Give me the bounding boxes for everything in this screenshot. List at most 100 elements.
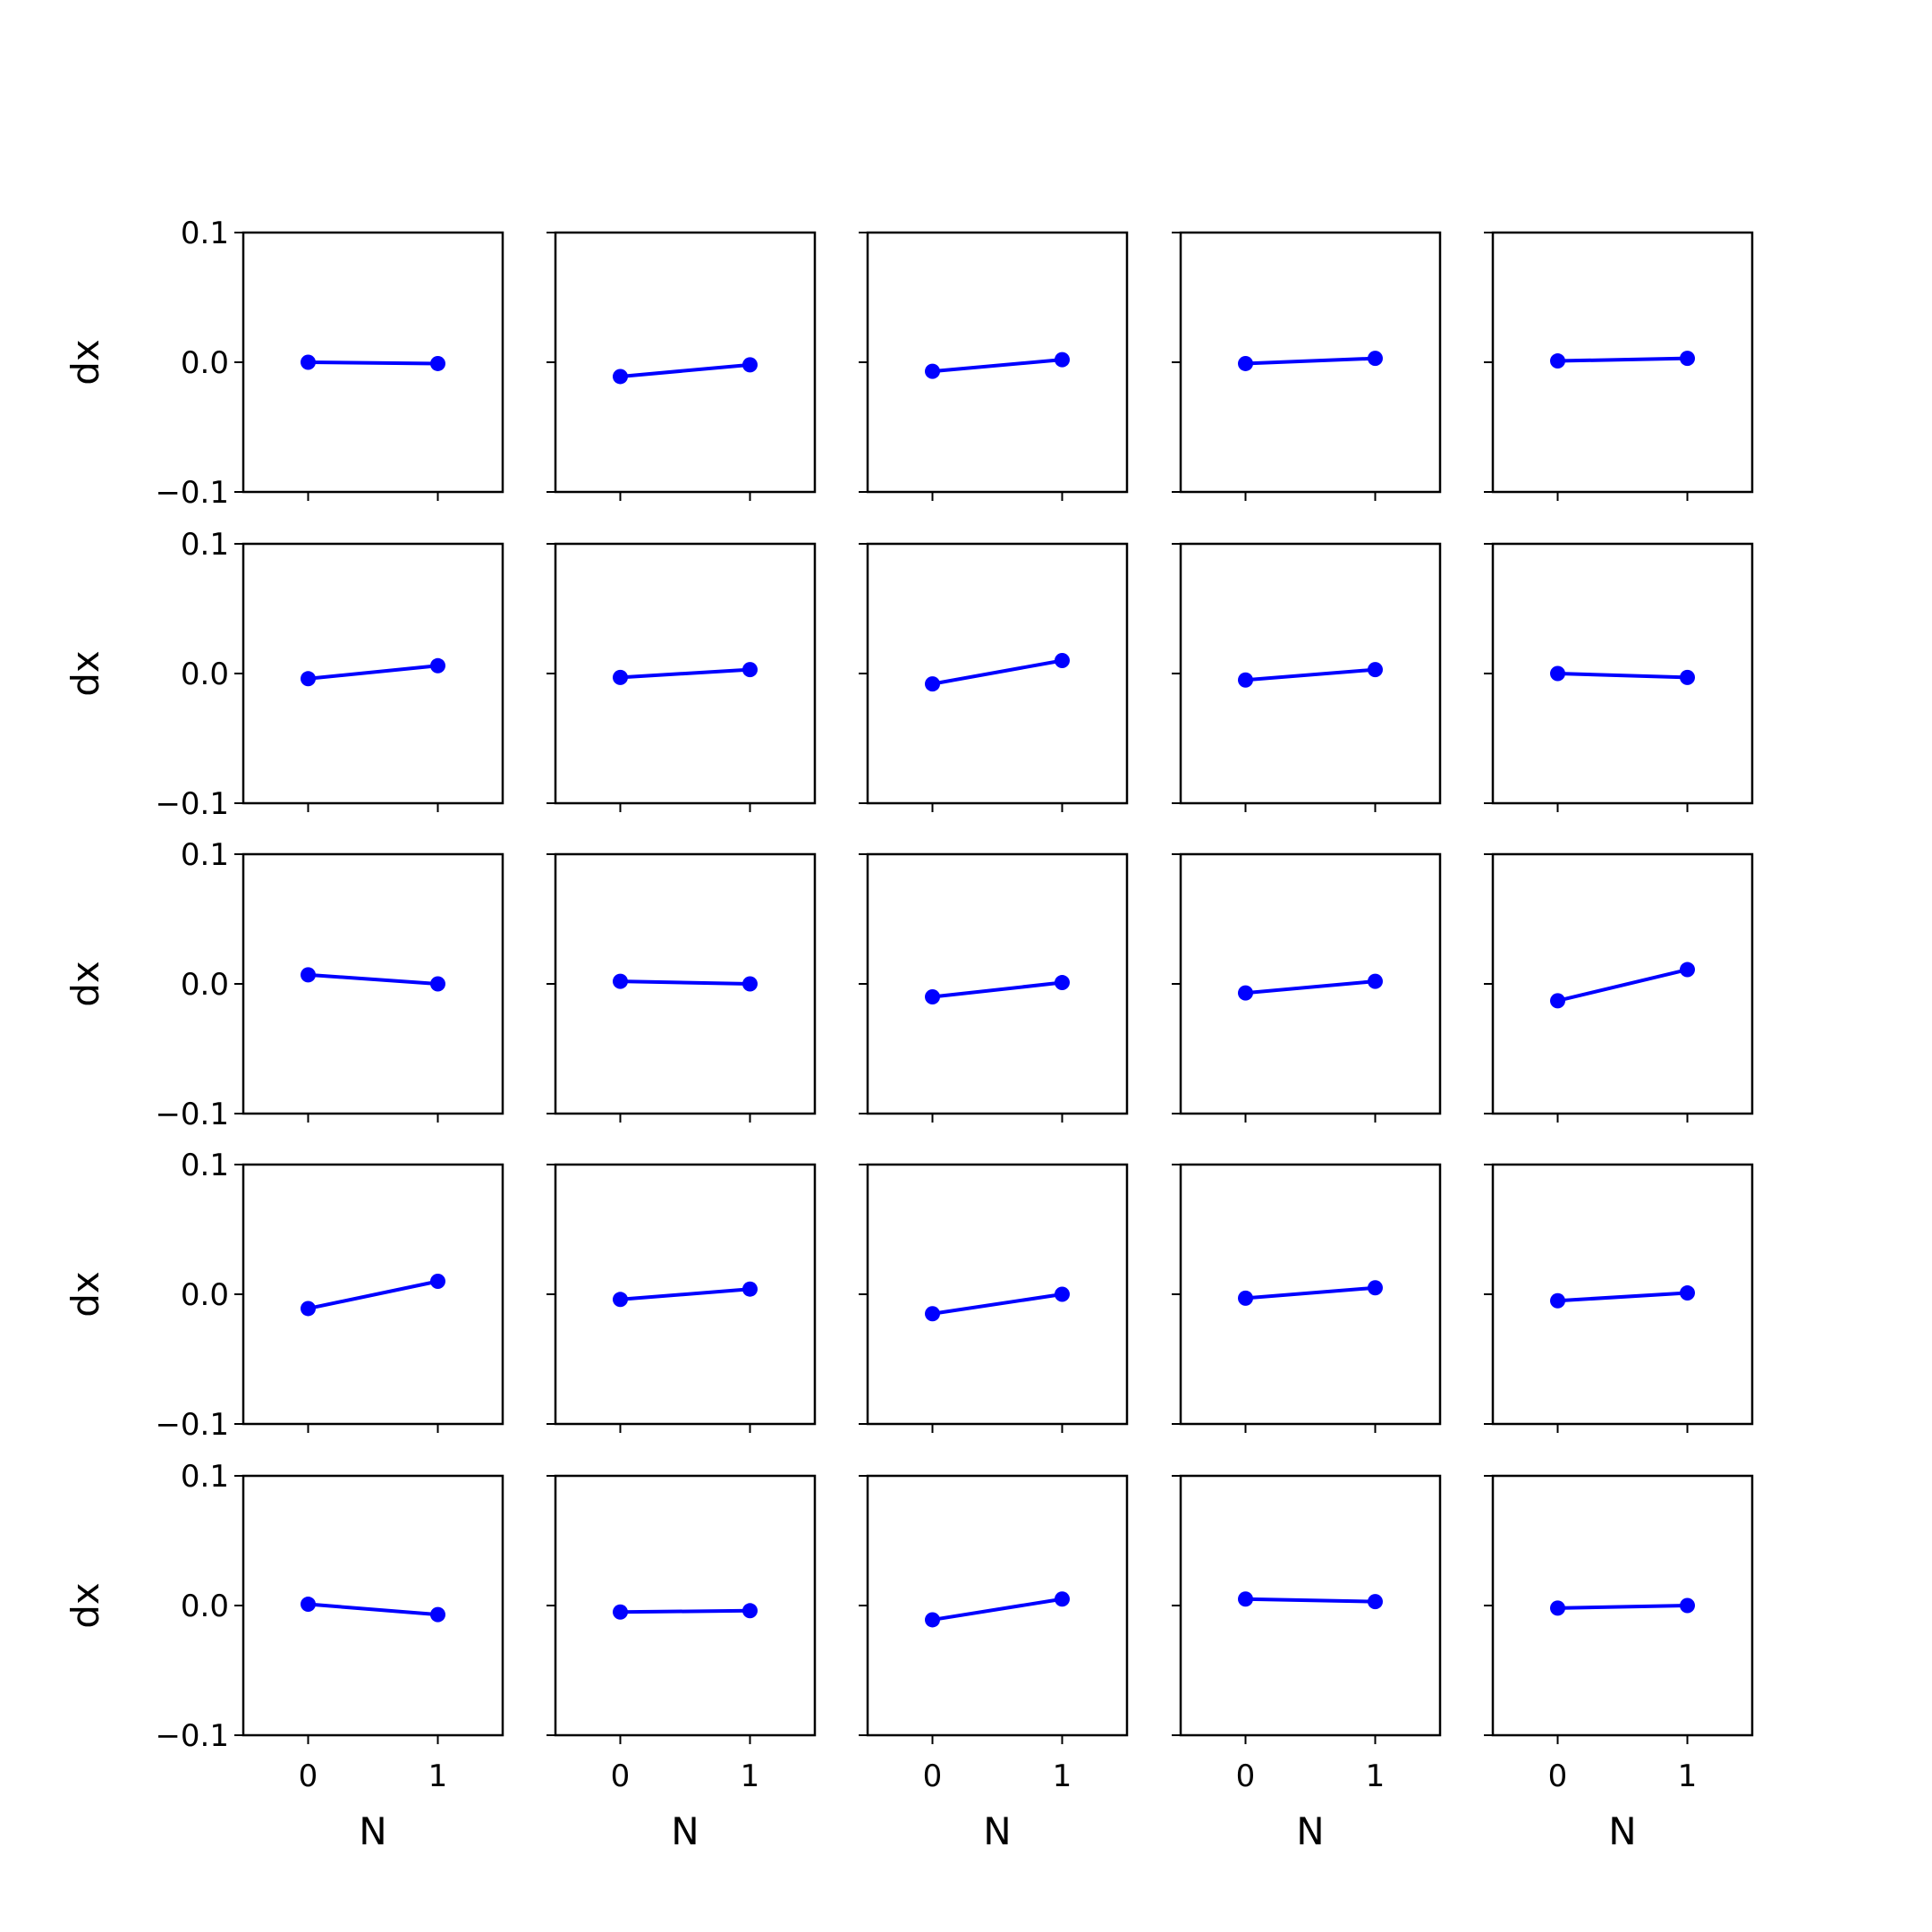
- y-axis-label: dx: [64, 961, 107, 1007]
- x-tick-label: 1: [1366, 1758, 1385, 1794]
- axes-frame: [242, 231, 504, 494]
- axes-frame: [1491, 1474, 1754, 1737]
- data-point: [613, 973, 628, 989]
- subplot-r1-c5: [1484, 231, 1754, 501]
- data-point: [1550, 1600, 1565, 1616]
- y-axis-label: dx: [64, 1582, 107, 1629]
- data-point: [430, 657, 445, 674]
- axes-frame: [866, 542, 1129, 805]
- subplot-r1-c3: [859, 231, 1129, 501]
- axes-frame: [242, 1474, 504, 1737]
- axes-frame: [554, 1474, 817, 1737]
- data-point: [1238, 672, 1253, 688]
- series-line: [932, 1292, 1063, 1316]
- series-line: [1245, 356, 1376, 366]
- x-tick-label: 1: [1053, 1758, 1072, 1794]
- data-point: [1368, 973, 1383, 989]
- series-line: [620, 1287, 750, 1301]
- y-tick-label: 0.1: [181, 527, 229, 563]
- x-tick-label: 1: [741, 1758, 760, 1794]
- axes-frame: [866, 1163, 1129, 1426]
- subplot-r1-c2: [547, 231, 817, 501]
- subplot-r2-c2: [547, 542, 817, 812]
- data-point: [1368, 1280, 1383, 1296]
- data-point: [301, 1301, 316, 1317]
- data-point: [1055, 1591, 1070, 1607]
- x-tick-label: 1: [1678, 1758, 1698, 1794]
- data-point: [1238, 1591, 1253, 1607]
- data-point: [742, 357, 758, 373]
- data-point: [1368, 351, 1383, 367]
- data-point: [1238, 355, 1253, 371]
- subplot-r5-c1: 0 1 0.1 0.0 −0.1 dx N: [64, 1459, 504, 1853]
- y-tick-label: 0.0: [181, 345, 229, 381]
- x-tick-label: 0: [923, 1758, 943, 1794]
- data-point: [613, 369, 628, 385]
- axes-frame: [554, 1163, 817, 1426]
- y-tick-label: 0.0: [181, 657, 229, 692]
- axes-frame: [1179, 542, 1442, 805]
- series-line: [1245, 979, 1376, 996]
- data-point: [1368, 662, 1383, 678]
- data-point: [1055, 1286, 1070, 1302]
- subplot-r1-c1: 0.1 0.0 −0.1 dx: [64, 216, 504, 511]
- data-point: [301, 1597, 316, 1613]
- y-tick-label: 0.0: [181, 967, 229, 1003]
- data-point: [1550, 1292, 1565, 1309]
- series-line: [932, 358, 1063, 374]
- axes-frame: [866, 231, 1129, 494]
- axes-frame: [1491, 231, 1754, 494]
- data-point: [742, 1603, 758, 1619]
- series-line: [620, 979, 750, 986]
- axes-frame: [242, 542, 504, 805]
- data-point: [1680, 669, 1695, 685]
- data-point: [1680, 351, 1695, 367]
- data-point: [742, 976, 758, 992]
- subplot-r4-c3: [859, 1163, 1129, 1433]
- axes-frame: [554, 542, 817, 805]
- data-point: [1055, 352, 1070, 368]
- subplot-r3-c5: [1484, 852, 1754, 1123]
- y-tick-label: 0.1: [181, 216, 229, 251]
- data-point: [430, 355, 445, 371]
- subplot-r2-c5: [1484, 542, 1754, 812]
- subplot-r2-c3: [859, 542, 1129, 812]
- data-point: [925, 1612, 940, 1628]
- y-tick-label: −0.1: [155, 1718, 229, 1754]
- subplot-r3-c1: 0.1 0.0 −0.1 dx: [64, 837, 504, 1132]
- x-axis-label: N: [671, 1809, 699, 1853]
- x-tick-label: 1: [428, 1758, 448, 1794]
- data-point: [430, 976, 445, 992]
- series-line: [308, 1602, 438, 1617]
- data-point: [613, 669, 628, 685]
- data-point: [925, 1306, 940, 1322]
- x-axis-label: N: [983, 1809, 1011, 1853]
- data-point: [613, 1604, 628, 1620]
- x-axis-label: N: [1608, 1809, 1636, 1853]
- subplot-r1-c4: [1172, 231, 1442, 501]
- data-point: [301, 671, 316, 687]
- axes-frame: [1491, 542, 1754, 805]
- series-line: [1245, 1285, 1376, 1301]
- axes-frame: [554, 852, 817, 1115]
- axes-frame: [242, 852, 504, 1115]
- data-point: [1055, 975, 1070, 991]
- series-line: [620, 667, 750, 680]
- data-point: [925, 363, 940, 379]
- x-axis-label: N: [359, 1809, 386, 1853]
- axes-frame: [1491, 1163, 1754, 1426]
- y-tick-label: −0.1: [155, 475, 229, 511]
- series-line: [932, 1597, 1063, 1622]
- data-point: [925, 989, 940, 1004]
- axes-frame: [1179, 1163, 1442, 1426]
- y-tick-label: −0.1: [155, 786, 229, 822]
- data-point: [1550, 665, 1565, 682]
- series-line: [308, 360, 438, 366]
- data-point: [613, 1292, 628, 1308]
- series-line: [1245, 1597, 1376, 1604]
- data-point: [430, 1606, 445, 1623]
- data-point: [742, 1281, 758, 1297]
- series-line: [308, 1279, 438, 1310]
- subplot-r4-c5: [1484, 1163, 1754, 1433]
- subplot-r5-c3: 0 1 N: [859, 1474, 1129, 1853]
